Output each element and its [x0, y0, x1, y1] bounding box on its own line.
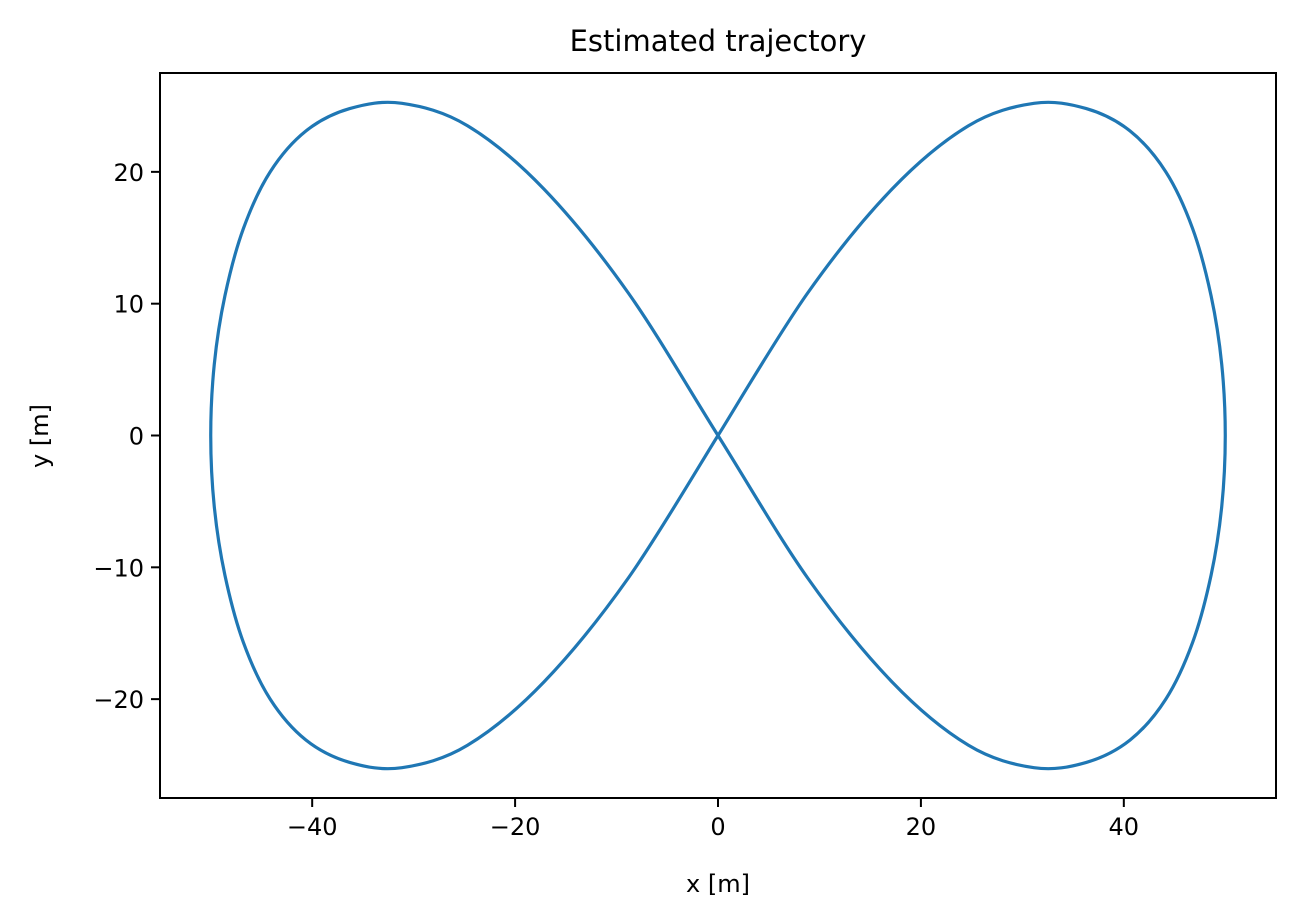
plot-area — [209, 100, 1227, 771]
y-axis-label: y [m] — [26, 404, 54, 468]
x-tick-label: 20 — [906, 813, 937, 841]
x-tick-label: −40 — [287, 813, 338, 841]
y-tick-label: −20 — [93, 686, 144, 714]
y-tick-label: 20 — [113, 159, 144, 187]
y-tick-label: −10 — [93, 554, 144, 582]
x-axis-ticks: −40 −20 0 20 40 — [287, 798, 1139, 841]
x-tick-label: −20 — [490, 813, 541, 841]
x-axis-label: x [m] — [686, 870, 750, 898]
x-tick-label: 40 — [1109, 813, 1140, 841]
x-tick-label: 0 — [710, 813, 725, 841]
trajectory-line — [209, 100, 1227, 771]
chart-title: Estimated trajectory — [570, 24, 867, 58]
y-tick-label: 0 — [129, 423, 144, 451]
axes-frame — [159, 72, 1277, 799]
y-tick-label: 10 — [113, 291, 144, 319]
y-axis-ticks: −20 −10 0 10 20 — [93, 159, 160, 714]
